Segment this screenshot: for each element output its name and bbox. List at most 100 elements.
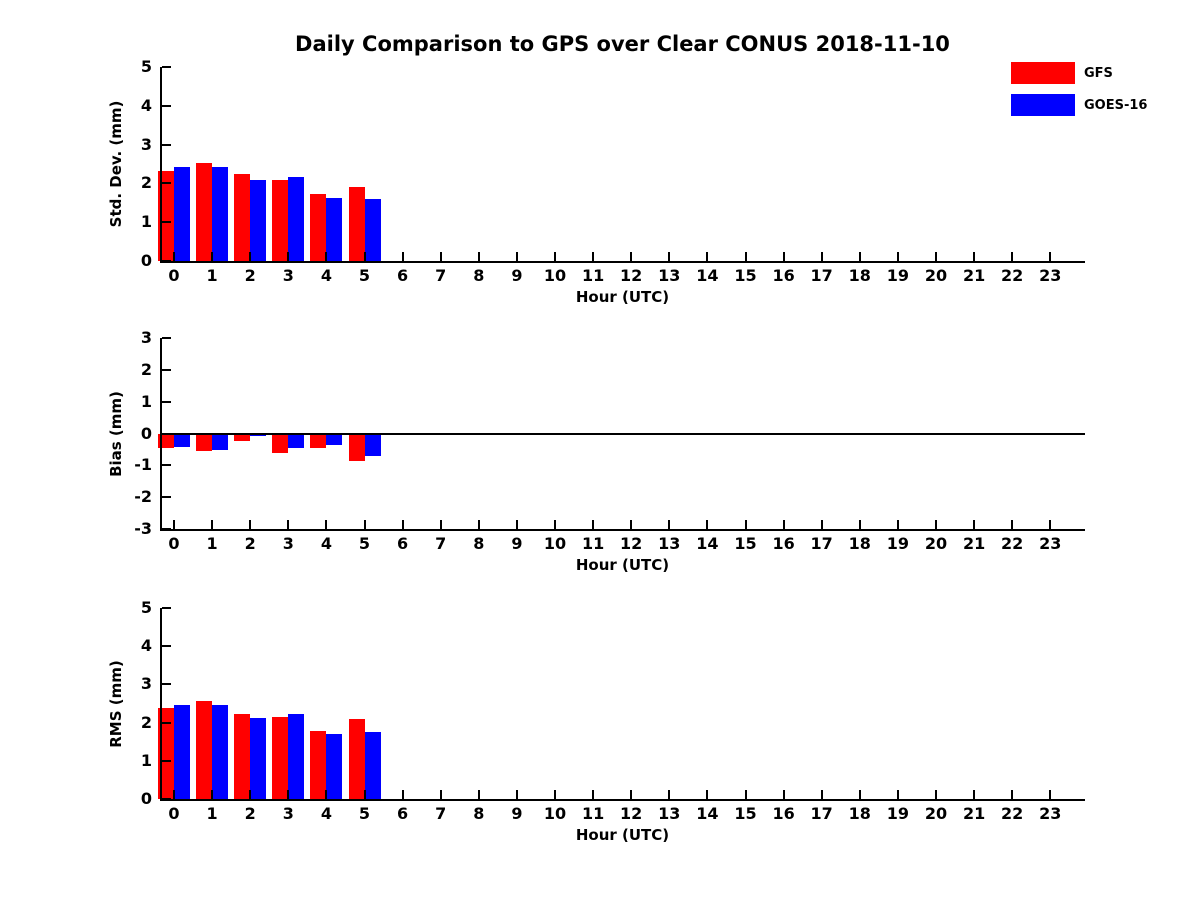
x-tick-label: 1	[206, 534, 218, 553]
bar-gfs-hour-3	[272, 716, 289, 799]
x-tick	[973, 790, 976, 799]
x-tick	[287, 790, 290, 799]
x-tick	[935, 520, 937, 529]
x-tick	[325, 790, 328, 799]
x-tick-label: 2	[244, 266, 256, 285]
x-tick	[782, 520, 785, 529]
x-tick	[439, 252, 442, 261]
x-tick	[439, 790, 442, 799]
bar-goes-16-hour-0	[174, 433, 190, 447]
x-tick	[782, 252, 785, 261]
x-axis-spine	[160, 799, 1085, 801]
x-tick	[858, 520, 861, 529]
x-tick	[706, 520, 709, 529]
x-tick-label: 21	[962, 804, 986, 823]
legend-swatch	[1011, 62, 1075, 84]
bar-goes-16-hour-2	[250, 179, 267, 261]
x-tick-label: 17	[810, 534, 833, 553]
x-tick	[325, 252, 328, 261]
x-tick-label: 0	[168, 804, 180, 823]
x-tick-label: 0	[168, 266, 180, 285]
x-tick	[554, 520, 556, 529]
x-tick-label: 15	[734, 266, 757, 285]
x-tick-label: 8	[473, 804, 485, 823]
x-tick	[935, 790, 937, 799]
x-tick-label: 18	[848, 266, 871, 285]
x-tick	[287, 252, 290, 261]
x-tick	[668, 790, 671, 799]
x-tick-label: 4	[320, 534, 332, 553]
y-tick	[162, 143, 171, 146]
y-tick-label: 5	[140, 57, 152, 76]
x-tick-label: 14	[696, 534, 719, 553]
x-tick	[973, 520, 976, 529]
x-tick-label: 16	[772, 266, 795, 285]
bar-goes-16-hour-3	[288, 713, 305, 799]
x-tick-label: 11	[581, 266, 605, 285]
x-tick-label: 19	[886, 804, 910, 823]
y-tick	[162, 182, 171, 185]
y-tick	[162, 683, 171, 686]
y-tick	[162, 607, 171, 609]
x-tick-label: 0	[168, 534, 180, 553]
x-tick-label: 13	[658, 804, 681, 823]
x-tick	[935, 252, 937, 261]
x-tick-label: 23	[1039, 266, 1062, 285]
bar-gfs-hour-5	[348, 433, 365, 461]
x-tick	[363, 790, 366, 799]
x-tick-label: 7	[435, 266, 447, 285]
x-tick-label: 3	[282, 534, 294, 553]
x-tick	[973, 252, 976, 261]
y-tick-label: 3	[140, 134, 152, 154]
y-tick	[162, 368, 171, 371]
y-tick-label: 1	[140, 750, 152, 770]
x-tick-label: 12	[620, 534, 643, 553]
bar-gfs-hour-0	[158, 170, 174, 261]
x-tick-label: 3	[282, 804, 294, 823]
x-tick-label: 9	[511, 804, 523, 823]
y-axis-title: RMS (mm)	[107, 659, 125, 748]
x-tick-label: 16	[772, 804, 795, 823]
x-tick	[211, 790, 214, 799]
x-tick	[554, 252, 556, 261]
x-tick	[515, 520, 518, 529]
legend-label: GOES-16	[1084, 97, 1148, 113]
x-tick-label: 19	[886, 534, 910, 553]
x-axis-title: Hour (UTC)	[575, 826, 670, 844]
x-tick	[554, 790, 556, 799]
x-tick-label: 15	[734, 534, 757, 553]
x-tick	[211, 520, 214, 529]
x-tick-label: 10	[543, 804, 567, 823]
x-tick	[744, 252, 747, 261]
bar-gfs-hour-3	[272, 179, 289, 261]
x-tick-label: 10	[543, 534, 567, 553]
x-tick-label: 15	[734, 804, 757, 823]
bar-gfs-hour-5	[348, 719, 365, 799]
bar-gfs-hour-2	[234, 174, 251, 261]
y-axis-spine	[160, 608, 162, 801]
bar-goes-16-hour-0	[174, 705, 190, 799]
x-tick-label: 1	[206, 804, 218, 823]
x-tick-label: 7	[435, 804, 447, 823]
y-tick-label: 0	[140, 789, 152, 808]
y-tick-label: -3	[134, 519, 152, 538]
x-tick	[1049, 520, 1052, 529]
y-tick-label: 4	[140, 95, 152, 115]
x-tick	[896, 790, 899, 799]
x-tick	[173, 252, 175, 261]
y-tick	[162, 528, 171, 530]
x-tick	[630, 252, 633, 261]
bar-gfs-hour-0	[158, 433, 174, 448]
bar-goes-16-hour-5	[364, 199, 381, 261]
x-tick-label: 8	[473, 534, 485, 553]
y-tick-label: 2	[140, 173, 152, 193]
x-tick	[592, 520, 595, 529]
x-tick-label: 17	[810, 804, 833, 823]
y-tick	[162, 464, 171, 467]
x-tick	[896, 252, 899, 261]
x-tick	[211, 252, 214, 261]
x-tick-label: 14	[696, 266, 719, 285]
bar-goes-16-hour-1	[212, 167, 229, 261]
x-tick-label: 21	[962, 266, 986, 285]
x-tick	[173, 520, 175, 529]
